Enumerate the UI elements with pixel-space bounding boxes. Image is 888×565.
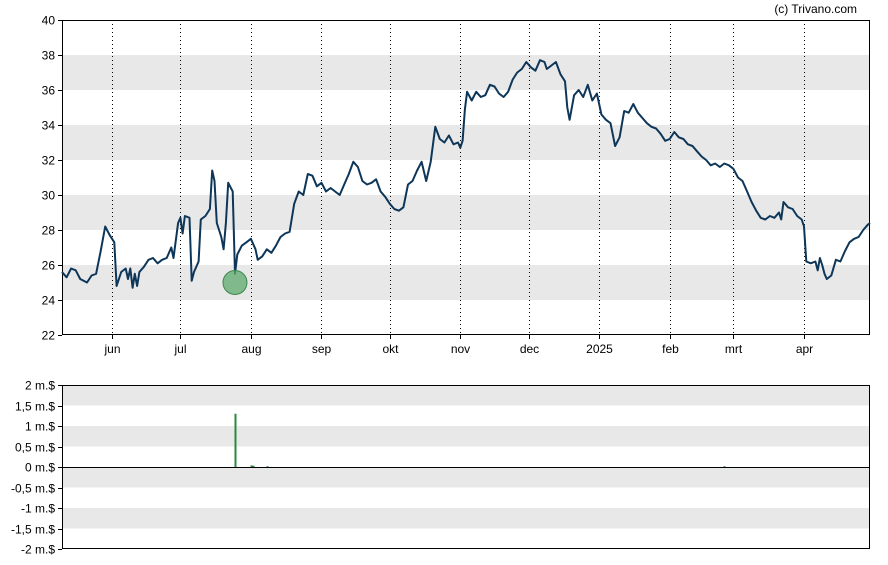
- volume-frame: [62, 385, 870, 549]
- volume-band: [62, 508, 870, 529]
- volume-y-tick-label: -2 m.$: [21, 543, 55, 557]
- volume-y-tick-label: 0 m.$: [25, 461, 55, 475]
- x-tick-label: jul: [173, 342, 186, 356]
- x-tick-label: okt: [382, 342, 399, 356]
- y-tick-label: 32: [42, 154, 56, 168]
- y-tick-label: 34: [42, 119, 56, 133]
- price-panel: jun jul aug sep okt nov dec 2025 feb mrt apr 22 24 26…: [42, 14, 871, 356]
- volume-band: [62, 385, 870, 406]
- volume-y-tick-label: 1 m.$: [25, 420, 55, 434]
- volume-y-tick-label: -1,5 m.$: [11, 523, 55, 537]
- x-tick-label: 2025: [586, 342, 613, 356]
- y-tick-label: 36: [42, 84, 56, 98]
- event-marker: [222, 270, 248, 295]
- y-tick-label: 26: [42, 259, 56, 273]
- x-tick-label: sep: [312, 342, 332, 356]
- x-tick-label: aug: [241, 342, 261, 356]
- price-frame: [62, 20, 870, 335]
- volume-band: [62, 467, 870, 488]
- y-tick-label: 22: [42, 329, 56, 343]
- credit-label: (c) Trivano.com: [774, 2, 857, 16]
- x-tick-label: feb: [662, 342, 679, 356]
- price-band: [62, 55, 870, 90]
- volume-y-tick-label: 0,5 m.$: [15, 441, 55, 455]
- volume-panel: -2 m.$ -1,5 m.$ -1 m.$ -0,5 m.$ 0 m.$ 0,5 m.$…: [11, 379, 870, 557]
- price-band: [62, 125, 870, 160]
- volume-y-tick-label: 2 m.$: [25, 379, 55, 393]
- x-tick-label: dec: [520, 342, 539, 356]
- price-band: [62, 195, 870, 230]
- volume-y-tick-label: -1 m.$: [21, 502, 55, 516]
- y-tick-label: 28: [42, 224, 56, 238]
- x-tick-label: apr: [796, 342, 813, 356]
- volume-y-tick-label: -0,5 m.$: [11, 482, 55, 496]
- x-tick-label: jun: [103, 342, 120, 356]
- volume-y-tick-label: 1,5 m.$: [15, 400, 55, 414]
- y-tick-label: 30: [42, 189, 56, 203]
- x-tick-label: nov: [451, 342, 470, 356]
- x-tick-label: mrt: [725, 342, 743, 356]
- y-tick-label: 24: [42, 294, 56, 308]
- y-tick-label: 40: [42, 14, 56, 28]
- price-band: [62, 265, 870, 300]
- volume-band: [62, 426, 870, 447]
- y-tick-label: 38: [42, 49, 56, 63]
- price-line: [61, 59, 871, 289]
